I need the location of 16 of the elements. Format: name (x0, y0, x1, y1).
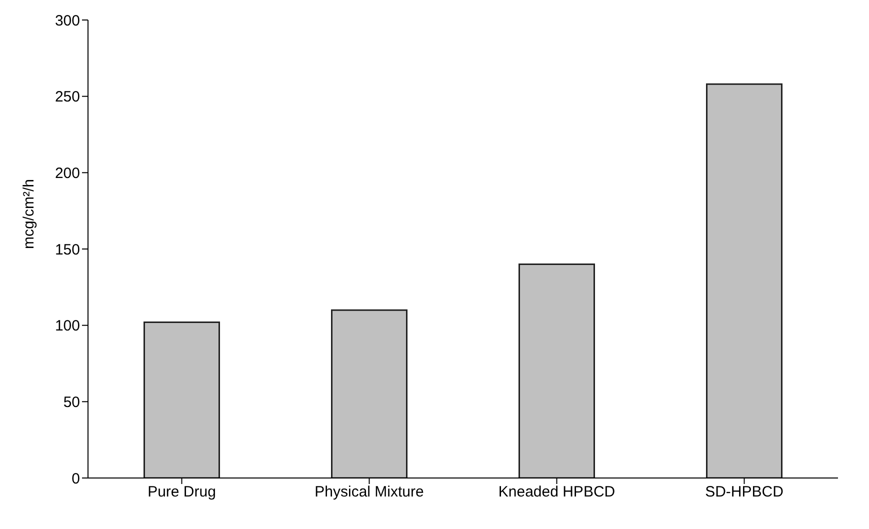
y-tick-label: 250 (54, 88, 80, 106)
bar (518, 264, 595, 478)
x-tick-label: Kneaded HPBCD (498, 484, 616, 501)
x-tick-label: Pure Drug (148, 484, 216, 501)
y-axis-title: mcg/cm²/h (20, 178, 38, 249)
y-tick-label: 50 (63, 394, 80, 411)
bar (144, 322, 220, 478)
y-tick-label: 200 (54, 164, 80, 182)
y-tick-label: 0 (72, 470, 80, 488)
x-tick-label: SD-HPBCD (705, 484, 784, 501)
x-tick-label: Physical Mixture (314, 484, 424, 501)
bar (331, 309, 408, 478)
y-tick-label: 100 (54, 318, 80, 335)
y-tick-label: 150 (54, 241, 80, 258)
bar (706, 83, 782, 478)
y-tick-label: 300 (54, 12, 80, 30)
